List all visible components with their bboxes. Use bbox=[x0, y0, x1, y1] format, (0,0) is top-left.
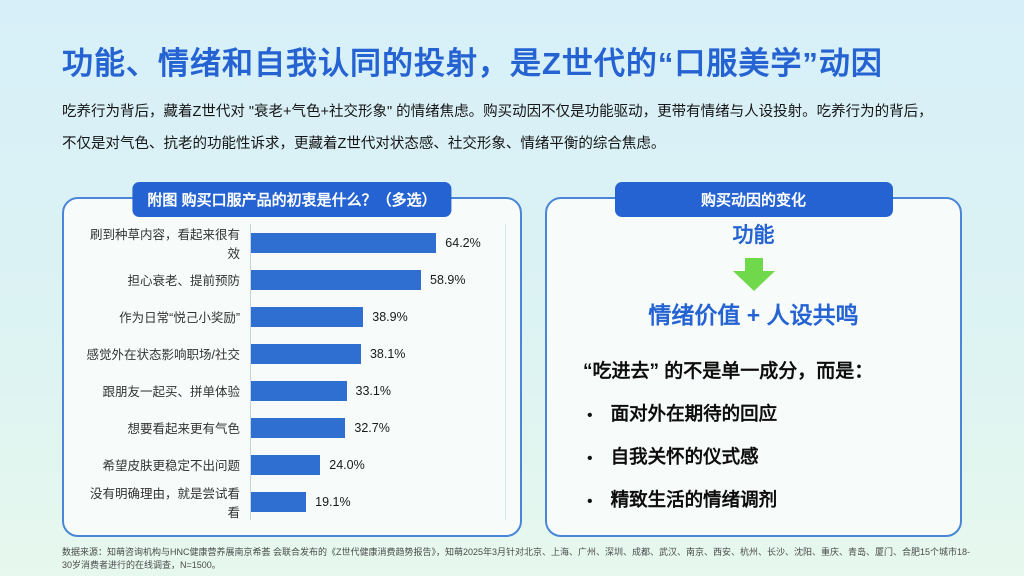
bar-row: 想要看起来更有气色 32.7% bbox=[78, 409, 506, 446]
bar-category-label: 没有明确理由，就是尝试看看 bbox=[89, 486, 240, 520]
insight-bullet-item: • 精致生活的情绪调剂 bbox=[587, 486, 960, 512]
bar-track: 58.9% bbox=[250, 261, 506, 298]
bar-category-label: 刷到种草内容，看起来很有效 bbox=[89, 227, 240, 261]
page-title: 功能、情绪和自我认同的投射，是Z世代的“口服美学”动因 bbox=[62, 46, 883, 81]
insight-panel: 购买动因的变化 功能 情绪价值 + 人设共鸣 “吃进去” 的不是单一成分，而是：… bbox=[545, 182, 962, 537]
bullet-dot-icon: • bbox=[587, 493, 593, 510]
chart-panel-header-badge: 附图 购买口服产品的初衷是什么？（多选） bbox=[132, 182, 452, 217]
bar-track: 24.0% bbox=[250, 446, 506, 483]
bar-track: 38.1% bbox=[250, 335, 506, 372]
bar-value-label: 38.1% bbox=[369, 346, 406, 361]
bar-category-label: 想要看起来更有气色 bbox=[127, 422, 240, 436]
bar-value-label: 32.7% bbox=[354, 420, 390, 435]
insight-statement: “吃进去” 的不是单一成分，而是： bbox=[583, 361, 874, 382]
bar-track: 33.1% bbox=[250, 372, 506, 409]
bar-track: 64.2% bbox=[250, 224, 506, 261]
bar-row: 没有明确理由，就是尝试看看 19.1% bbox=[78, 483, 506, 520]
bar-category-label: 感觉外在状态影响职场/社交 bbox=[86, 348, 240, 362]
bullet-text: 面对外在期待的回应 bbox=[610, 403, 778, 424]
bar-track: 32.7% bbox=[250, 409, 506, 446]
chart-panel: 附图 购买口服产品的初衷是什么？（多选） 刷到种草内容，看起来很有效 64.2%… bbox=[62, 182, 522, 537]
bar bbox=[251, 380, 347, 401]
insight-bullet-item: • 面对外在期待的回应 bbox=[587, 400, 960, 426]
bullet-dot-icon: • bbox=[587, 450, 593, 467]
bar-row: 刷到种草内容，看起来很有效 64.2% bbox=[78, 224, 506, 261]
bar bbox=[251, 454, 321, 475]
bar-track: 19.1% bbox=[250, 483, 506, 520]
intro-paragraph: 吃养行为背后，藏着Z世代对 "衰老+气色+社交形象" 的情绪焦虑。购买动因不仅是… bbox=[62, 104, 933, 152]
data-source-footnote: 数据来源：知萌咨询机构与HNC健康营养展南京希荟 会联合发布的《Z世代健康消费趋… bbox=[62, 547, 971, 570]
bar bbox=[251, 269, 421, 290]
bar-category-label: 跟朋友一起买、拼单体验 bbox=[102, 385, 240, 399]
motivation-from-label: 功能 bbox=[732, 224, 775, 247]
bar-value-label: 38.9% bbox=[372, 309, 408, 324]
insight-bullet-item: • 自我关怀的仪式感 bbox=[587, 443, 960, 469]
bar-category-label: 担心衰老、提前预防 bbox=[127, 274, 240, 288]
bar-category-label: 希望皮肤更稳定不出问题 bbox=[102, 459, 240, 473]
insight-content: 功能 情绪价值 + 人设共鸣 “吃进去” 的不是单一成分，而是： • 面对外在期… bbox=[547, 199, 960, 512]
bar-value-label: 19.1% bbox=[315, 494, 351, 509]
bar-value-label: 24.0% bbox=[329, 457, 365, 472]
bar bbox=[251, 343, 361, 364]
bar-row: 担心衰老、提前预防 58.9% bbox=[78, 261, 506, 298]
motivation-to-label: 情绪价值 + 人设共鸣 bbox=[648, 302, 859, 328]
bar-row: 跟朋友一起买、拼单体验 33.1% bbox=[78, 372, 506, 409]
bar-chart: 刷到种草内容，看起来很有效 64.2% 担心衰老、提前预防 58.9% 作为日常… bbox=[78, 224, 506, 520]
bar bbox=[251, 232, 437, 253]
bar bbox=[251, 306, 364, 327]
bar-value-label: 64.2% bbox=[445, 235, 481, 250]
bar-value-label: 58.9% bbox=[430, 272, 466, 287]
bar-row: 作为日常“悦己小奖励” 38.9% bbox=[78, 298, 506, 335]
bullet-text: 精致生活的情绪调剂 bbox=[610, 489, 778, 510]
bar-row: 希望皮肤更稳定不出问题 24.0% bbox=[78, 446, 506, 483]
insight-bullet-list: • 面对外在期待的回应 • 自我关怀的仪式感 • 精致生活的情绪调剂 bbox=[587, 400, 960, 512]
bar-track: 38.9% bbox=[250, 298, 506, 335]
bar-value-label: 33.1% bbox=[355, 383, 391, 398]
bullet-dot-icon: • bbox=[587, 407, 593, 424]
bar-category-label: 作为日常“悦己小奖励” bbox=[119, 311, 240, 325]
bar bbox=[251, 491, 307, 512]
insight-panel-header-badge: 购买动因的变化 bbox=[614, 182, 893, 217]
down-arrow-icon bbox=[731, 258, 777, 292]
bar bbox=[251, 417, 346, 438]
bar-row: 感觉外在状态影响职场/社交 38.1% bbox=[78, 335, 506, 372]
bullet-text: 自我关怀的仪式感 bbox=[610, 446, 759, 467]
